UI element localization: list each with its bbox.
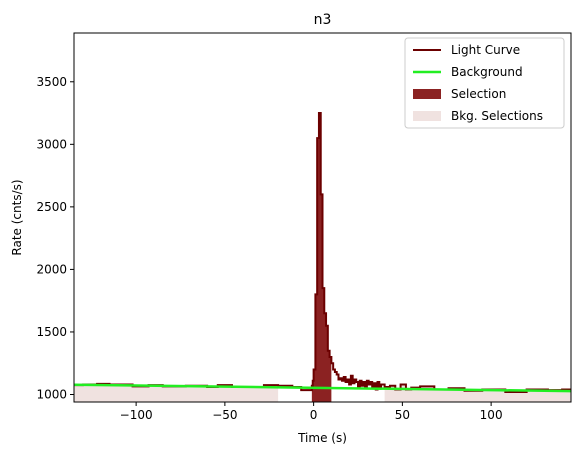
- x-tick-label: 0: [310, 408, 318, 422]
- legend-entry: Light Curve: [451, 43, 520, 57]
- chart-title: n3: [314, 12, 332, 28]
- legend-entry: Bkg. Selections: [451, 109, 543, 123]
- legend-swatch: [413, 111, 441, 121]
- y-tick-label: 2000: [36, 262, 67, 276]
- plot-frame: [73, 32, 572, 403]
- legend-entry: Background: [451, 65, 523, 79]
- series-layer: [73, 112, 572, 393]
- legend-box: [404, 37, 565, 129]
- y-tick-label: 1000: [36, 387, 67, 401]
- y-axis-label: Rate (cnts/s): [10, 179, 24, 255]
- bkg-selection-region-0: [74, 383, 279, 402]
- legend-entry: Selection: [451, 87, 506, 101]
- y-tick-label: 3500: [36, 75, 67, 89]
- x-tick-label: −100: [120, 408, 153, 422]
- x-tick-label: −50: [212, 408, 237, 422]
- x-axis: −100 −50 0 50 100: [120, 402, 503, 422]
- y-tick-label: 1500: [36, 325, 67, 339]
- y-tick-label: 2500: [36, 200, 67, 214]
- y-tick-label: 3000: [36, 137, 67, 151]
- x-tick-label: 100: [480, 408, 503, 422]
- legend-swatch: [413, 89, 441, 99]
- y-axis: 1000 1500 2000 2500 3000 3500: [36, 75, 74, 401]
- legend: Light Curve Background Selection Bkg. Selec…: [404, 37, 565, 129]
- background-line: [73, 383, 572, 393]
- x-axis-label: Time (s): [297, 431, 347, 445]
- x-tick-label: 50: [395, 408, 410, 422]
